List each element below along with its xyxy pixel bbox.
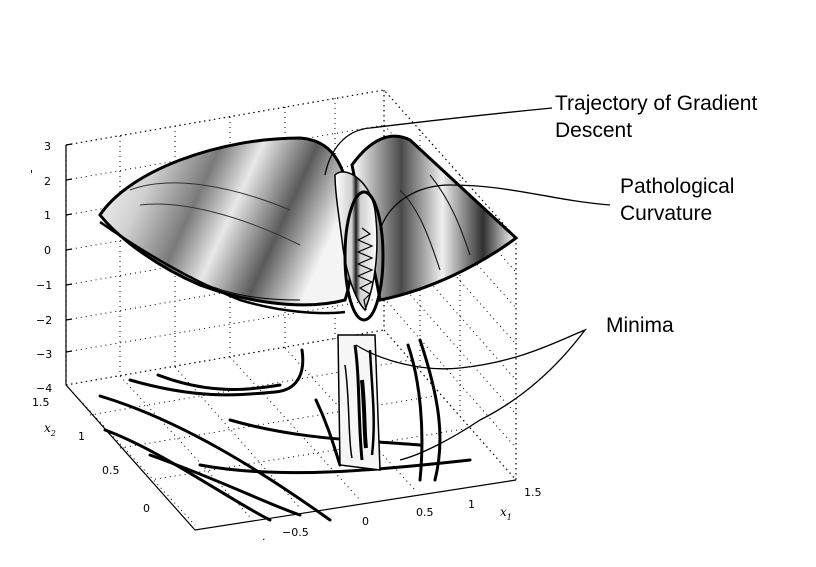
trajectory-leader-line [324,107,553,176]
x1-tick-label: 0.5 [416,506,434,519]
z-tick-label: −4 [36,382,52,395]
x1-tick-label: 0 [362,515,369,528]
x2-tick-label: 0.5 [102,464,120,477]
x1-tick-label: 1.5 [524,486,542,499]
pathological-label-line1: Pathological [620,175,734,198]
z-tick-label: 2 [44,175,51,188]
z-tick-label: −3 [36,348,52,361]
z-tick-label: −2 [36,314,52,327]
x2-tick-label: . [262,530,266,543]
z-axis-stray-mark: ' [30,168,33,181]
x2-tick-label: 0 [143,502,150,515]
minima-label: Minima [606,314,674,337]
loss-surface [98,134,519,315]
pathological-label-line2: Curvature [620,202,712,225]
z-tick-label: 1 [44,209,51,222]
x2-axis-ticks: 1.5 1 0.5 0 . x2 [32,396,266,543]
z-tick-label: 0 [44,244,51,257]
x2-tick-label: 1 [78,430,85,443]
x2-tick-label: 1.5 [32,396,50,409]
curvature-leader-line [379,184,611,231]
x1-axis-ticks: −0.5 0 0.5 1 1.5 x1 [282,486,542,539]
trajectory-label-line1: Trajectory of Gradient [555,92,757,115]
x1-tick-label: −0.5 [282,526,309,539]
z-tick-label: −1 [36,279,52,292]
x1-tick-label: 1 [468,498,475,511]
pathological-curvature-ellipse [343,190,385,322]
trajectory-label-line2: Descent [555,119,632,142]
x2-axis-label: x2 [44,421,56,438]
floor-contours [98,338,472,522]
gradient-descent-trajectory [356,227,374,311]
x1-axis-label: x1 [500,505,512,522]
minima-region [337,334,381,471]
minima-leader-line [355,328,587,461]
z-tick-label: 3 [44,140,51,153]
z-axis-ticks: 3 2 1 0 −1 −2 −3 −4 ' [30,140,52,395]
